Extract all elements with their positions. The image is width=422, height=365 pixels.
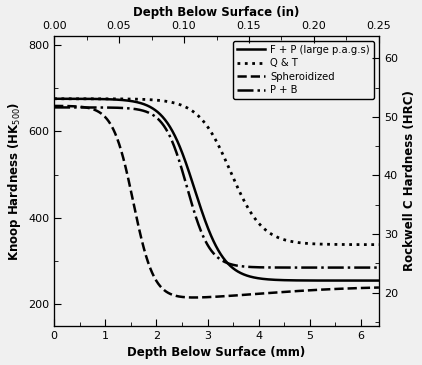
Line: P + B: P + B	[54, 107, 379, 268]
Legend: F + P (large p.a.g.s), Q & T, Spheroidized, P + B: F + P (large p.a.g.s), Q & T, Spheroidiz…	[233, 41, 374, 100]
Spheroidized	[298, 289, 303, 293]
Q & T	[331, 242, 336, 247]
Line: Q & T: Q & T	[54, 99, 379, 245]
Y-axis label: Knoop Hardness (HK$_{500}$): Knoop Hardness (HK$_{500}$)	[5, 101, 22, 261]
P + B	[249, 265, 254, 269]
F + P (large p.a.g.s)	[376, 278, 381, 283]
Spheroidized	[376, 285, 381, 290]
P + B	[259, 265, 264, 269]
P + B	[51, 105, 57, 110]
F + P (large p.a.g.s)	[259, 276, 264, 281]
F + P (large p.a.g.s)	[249, 274, 254, 279]
Q & T	[298, 241, 303, 245]
P + B	[240, 264, 245, 269]
Line: F + P (large p.a.g.s): F + P (large p.a.g.s)	[54, 99, 379, 281]
Q & T	[259, 223, 264, 228]
F + P (large p.a.g.s)	[240, 272, 245, 276]
Spheroidized	[241, 293, 246, 297]
Y-axis label: Rockwell C Hardness (HRC): Rockwell C Hardness (HRC)	[403, 91, 417, 272]
P + B	[331, 265, 336, 270]
Spheroidized	[259, 291, 264, 296]
Q & T	[240, 196, 245, 200]
Spheroidized	[249, 292, 254, 296]
Spheroidized	[192, 295, 197, 300]
X-axis label: Depth Below Surface (mm): Depth Below Surface (mm)	[127, 346, 306, 360]
F + P (large p.a.g.s)	[51, 97, 57, 101]
Q & T	[51, 97, 57, 101]
P + B	[71, 105, 76, 110]
Q & T	[376, 242, 381, 247]
P + B	[298, 265, 303, 270]
Q & T	[249, 211, 254, 215]
P + B	[376, 265, 381, 270]
Line: Spheroidized: Spheroidized	[54, 106, 379, 297]
Spheroidized	[51, 104, 57, 108]
F + P (large p.a.g.s)	[298, 278, 303, 283]
Q & T	[71, 97, 76, 101]
Spheroidized	[332, 287, 337, 291]
Spheroidized	[71, 104, 76, 108]
X-axis label: Depth Below Surface (in): Depth Below Surface (in)	[133, 5, 300, 19]
F + P (large p.a.g.s)	[331, 278, 336, 283]
F + P (large p.a.g.s)	[71, 97, 76, 101]
